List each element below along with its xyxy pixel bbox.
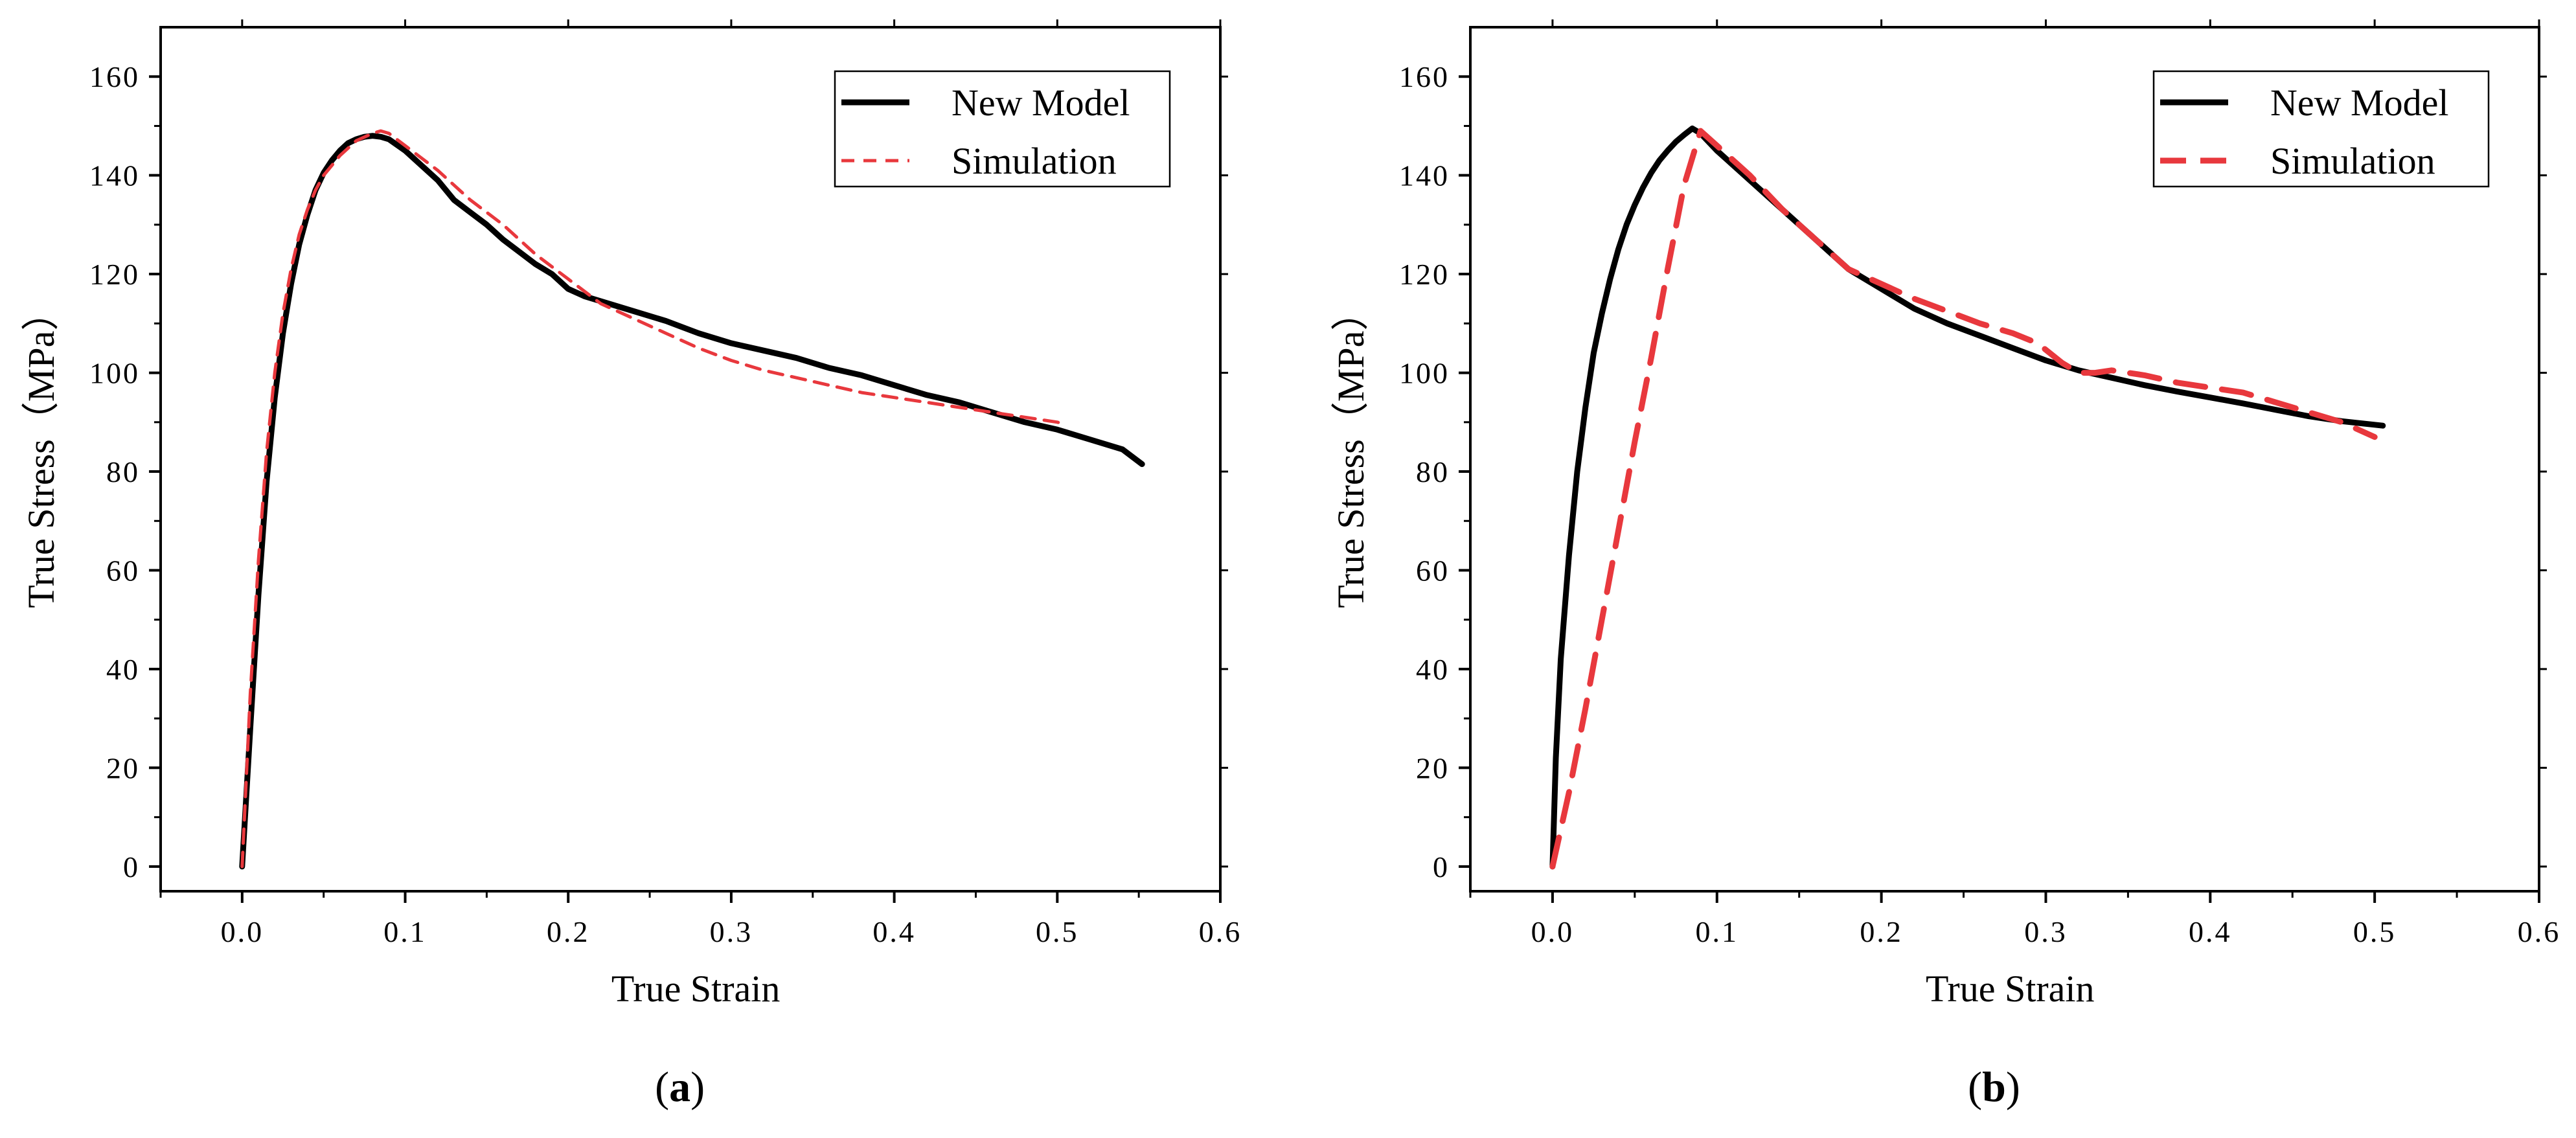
y-axis-ticks: 0 20 40 60 80 100 120 140 160 <box>1399 60 2547 883</box>
y-tick-label: 160 <box>89 60 140 93</box>
chart-panel-a: 0.0 0.1 0.2 0.3 0.4 0.5 0.6 0 20 40 60 80 100 120 140… <box>20 19 1242 1111</box>
x-tick-label: 0.1 <box>383 915 427 948</box>
y-tick-label: 100 <box>1399 357 1450 390</box>
x-tick-label: 0.2 <box>547 915 590 948</box>
y-tick-label: 60 <box>106 554 140 587</box>
series-line-simulation <box>240 129 1067 869</box>
panel-label-open-paren: ( <box>1968 1064 1982 1111</box>
x-tick-label: 0.3 <box>2024 915 2068 948</box>
y-tick-label: 140 <box>1399 159 1450 192</box>
panel-label-close-paren: ) <box>690 1064 705 1111</box>
y-tick-label: 120 <box>89 258 140 291</box>
x-axis-title: True Strain <box>1926 968 2095 1010</box>
x-axis-title: True Strain <box>611 968 781 1010</box>
y-tick-label: 0 <box>1433 850 1450 883</box>
y-tick-label: 20 <box>106 751 140 784</box>
legend-label-simulation: Simulation <box>952 140 1117 182</box>
y-tick-label: 140 <box>89 159 140 192</box>
x-tick-label: 0.0 <box>1531 915 1575 948</box>
x-tick-label: 0.6 <box>2518 915 2561 948</box>
panel-label-letter: b <box>1982 1064 2006 1111</box>
y-tick-label: 100 <box>89 357 140 390</box>
y-tick-label: 60 <box>1416 554 1450 587</box>
series-line-simulation <box>1549 128 2378 870</box>
series-line-new-model <box>1549 125 2386 870</box>
legend-box <box>834 70 1171 188</box>
y-tick-label: 40 <box>106 653 140 686</box>
y-tick-label: 0 <box>123 850 140 883</box>
panel-label-letter: a <box>669 1064 690 1111</box>
y-axis-ticks: 0 20 40 60 80 100 120 140 160 <box>89 60 1228 883</box>
x-tick-label: 0.3 <box>710 915 753 948</box>
x-tick-label: 0.4 <box>2189 915 2232 948</box>
panel-label: (a) <box>655 1064 705 1111</box>
legend-label-simulation: Simulation <box>2270 140 2435 182</box>
x-tick-label: 0.0 <box>221 915 264 948</box>
x-tick-label: 0.2 <box>1860 915 1903 948</box>
chart-panel-b: 0.0 0.1 0.2 0.3 0.4 0.5 0.6 0 20 40 60 80 100 120 140… <box>1330 19 2561 1111</box>
x-tick-label: 0.1 <box>1696 915 1739 948</box>
series-group <box>1549 125 2386 870</box>
y-axis-title: True Stress（MPa） <box>1330 293 1372 608</box>
x-tick-label: 0.5 <box>2353 915 2397 948</box>
x-tick-label: 0.5 <box>1036 915 1079 948</box>
x-axis-ticks: 0.0 0.1 0.2 0.3 0.4 0.5 0.6 <box>1469 19 2561 948</box>
y-tick-label: 160 <box>1399 60 1450 93</box>
y-tick-label: 40 <box>1416 653 1450 686</box>
legend: New Model Simulation <box>2152 70 2490 188</box>
panel-label-open-paren: ( <box>655 1064 669 1111</box>
y-tick-label: 80 <box>106 455 140 488</box>
x-axis-ticks: 0.0 0.1 0.2 0.3 0.4 0.5 0.6 <box>159 19 1242 948</box>
legend-label-new-model: New Model <box>2270 82 2448 124</box>
series-group <box>239 129 1145 870</box>
y-tick-label: 20 <box>1416 751 1450 784</box>
x-tick-label: 0.4 <box>872 915 916 948</box>
plot-frame <box>1469 26 2540 893</box>
panel-label-close-paren: ) <box>2006 1064 2020 1111</box>
plot-frame <box>159 26 1222 893</box>
y-tick-label: 80 <box>1416 455 1450 488</box>
legend: New Model Simulation <box>834 70 1171 188</box>
panel-label: (b) <box>1968 1064 2020 1111</box>
series-line-new-model <box>239 133 1145 870</box>
y-tick-label: 120 <box>1399 258 1450 291</box>
y-axis-title: True Stress（MPa） <box>20 293 62 608</box>
legend-label-new-model: New Model <box>952 82 1130 124</box>
legend-box <box>2152 70 2490 188</box>
x-tick-label: 0.6 <box>1199 915 1242 948</box>
